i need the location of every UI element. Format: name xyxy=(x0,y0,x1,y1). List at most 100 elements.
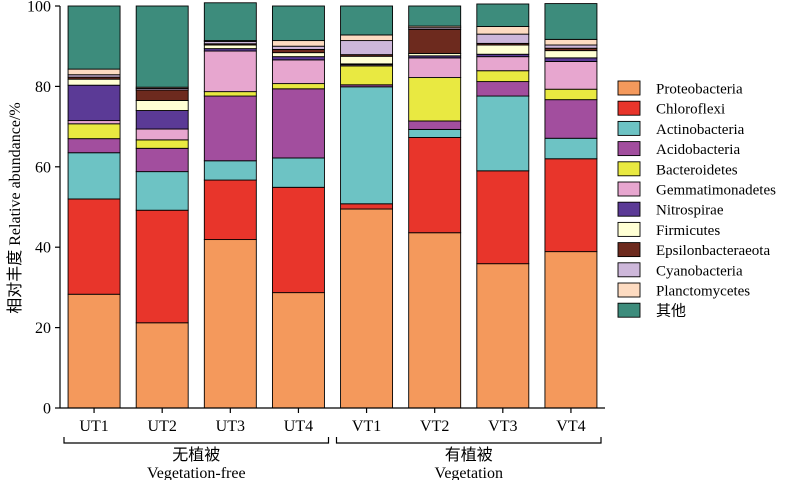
legend-swatch xyxy=(617,80,641,96)
bar-segment-VT4-7 xyxy=(544,57,598,62)
bar-segment-UT3-1 xyxy=(203,239,257,409)
bar-segment-VT1-1 xyxy=(340,208,394,409)
legend-label: Epsilonbacteraeota xyxy=(656,243,770,259)
legend-swatch xyxy=(617,141,641,157)
bar-segment-UT2-5 xyxy=(135,139,189,149)
bar-segment-VT1-3 xyxy=(340,86,394,205)
x-tick-label-UT3: UT3 xyxy=(216,418,245,435)
group-bracket xyxy=(335,437,602,444)
bar-segment-UT4-12 xyxy=(271,5,325,42)
legend-label: Acidobacteria xyxy=(656,142,740,158)
x-tick-label-UT2: UT2 xyxy=(148,418,177,435)
bar-segment-VT4-3 xyxy=(544,137,598,160)
y-tick-label: 20 xyxy=(35,320,51,337)
bar-segment-UT3-5 xyxy=(203,91,257,97)
legend-swatch xyxy=(617,120,641,136)
legend-label: Cyanobacteria xyxy=(656,263,743,279)
bar-segment-VT1-8 xyxy=(340,55,394,65)
bar-segment-UT2-3 xyxy=(135,171,189,211)
bar-segment-VT4-1 xyxy=(544,251,598,409)
bar-segment-UT4-1 xyxy=(271,292,325,409)
bar-segment-VT2-3 xyxy=(408,128,462,138)
legend-swatch xyxy=(617,181,641,197)
bar-segment-VT1-10 xyxy=(340,40,394,56)
bar-segment-VT1-11 xyxy=(340,34,394,42)
bar-segment-VT4-6 xyxy=(544,61,598,90)
bar-segment-UT3-12 xyxy=(203,2,257,42)
legend-swatch xyxy=(617,242,641,258)
bar-segment-UT2-12 xyxy=(135,5,189,88)
bar-segment-UT4-9 xyxy=(271,48,325,54)
bar-segment-VT3-8 xyxy=(476,44,530,55)
bars-layer xyxy=(67,2,598,409)
bar-segment-UT1-12 xyxy=(67,5,121,70)
bar-segment-UT4-11 xyxy=(271,40,325,47)
bar-segment-VT3-10 xyxy=(476,33,530,44)
legend-swatch xyxy=(617,201,641,217)
bar-segment-VT2-9 xyxy=(408,28,462,54)
bar-segment-VT4-10 xyxy=(544,44,598,49)
bar-segment-VT3-1 xyxy=(476,263,530,409)
legend-label: 其他 xyxy=(656,303,686,320)
bar-segment-UT1-8 xyxy=(67,78,121,86)
bar-segment-VT3-3 xyxy=(476,95,530,172)
bar-segment-UT4-2 xyxy=(271,186,325,294)
bar-segment-UT3-6 xyxy=(203,50,257,93)
bar-segment-VT2-4 xyxy=(408,120,462,130)
bar-segment-VT4-12 xyxy=(544,3,598,40)
bar-segment-UT1-1 xyxy=(67,293,121,409)
bar-segment-VT2-1 xyxy=(408,232,462,409)
legend-label: Planctomycetes xyxy=(656,284,750,300)
bar-segment-UT2-4 xyxy=(135,147,189,173)
legend-swatch xyxy=(617,302,641,318)
bar-segment-UT1-7 xyxy=(67,84,121,122)
legend-label: Gemmatimonadetes xyxy=(656,183,776,199)
bar-segment-UT2-6 xyxy=(135,128,189,141)
legend-label: Bacteroidetes xyxy=(656,162,738,178)
bar-segment-VT2-5 xyxy=(408,77,462,122)
bar-segment-UT2-1 xyxy=(135,322,189,409)
bar-segment-UT4-8 xyxy=(271,52,325,58)
x-tick-label-UT1: UT1 xyxy=(79,418,108,435)
bar-segment-VT2-12 xyxy=(408,5,462,27)
bar-segment-UT4-5 xyxy=(271,83,325,90)
legend: Proteobacteria Chloroflexi Actinobacteria A… xyxy=(617,80,776,320)
group-label-cn: 有植被 xyxy=(445,445,493,464)
bar-segment-UT3-3 xyxy=(203,160,257,181)
x-tick-label-UT4: UT4 xyxy=(284,418,313,435)
x-tick-label-VT2: VT2 xyxy=(420,418,449,435)
legend-swatch xyxy=(617,221,641,237)
bar-segment-UT2-8 xyxy=(135,100,189,111)
legend-label: Chloroflexi xyxy=(656,102,725,118)
group-bracket xyxy=(63,437,330,444)
bar-segment-UT2-7 xyxy=(135,110,189,130)
bar-segment-VT3-4 xyxy=(476,81,530,97)
group-label-en: Vegetation-free xyxy=(147,465,246,480)
bar-segment-UT4-4 xyxy=(271,88,325,159)
bar-segment-UT2-9 xyxy=(135,89,189,101)
bar-segment-VT4-2 xyxy=(544,158,598,253)
bar-segment-UT3-8 xyxy=(203,44,257,50)
y-tick-label: 60 xyxy=(35,159,51,176)
bar-segment-VT3-6 xyxy=(476,56,530,72)
bar-segment-VT1-12 xyxy=(340,5,394,36)
y-tick-label: 0 xyxy=(43,401,51,418)
legend-swatch xyxy=(617,100,641,116)
bar-segment-UT1-3 xyxy=(67,152,121,200)
legend-swatch xyxy=(617,161,641,177)
bar-segment-UT1-6 xyxy=(67,120,121,125)
bar-segment-VT4-8 xyxy=(544,50,598,59)
y-tick-label: 100 xyxy=(27,0,51,16)
legend-label: Actinobacteria xyxy=(656,122,745,138)
bar-segment-UT1-2 xyxy=(67,198,121,295)
bar-segment-UT3-2 xyxy=(203,179,257,241)
legend-swatch xyxy=(617,262,641,278)
group-label-en: Vegetation xyxy=(435,465,503,480)
bar-segment-VT3-11 xyxy=(476,26,530,35)
bar-segment-UT1-5 xyxy=(67,123,121,140)
bar-segment-UT4-10 xyxy=(271,45,325,50)
bar-segment-VT3-5 xyxy=(476,70,530,83)
bar-segment-VT1-5 xyxy=(340,65,394,86)
